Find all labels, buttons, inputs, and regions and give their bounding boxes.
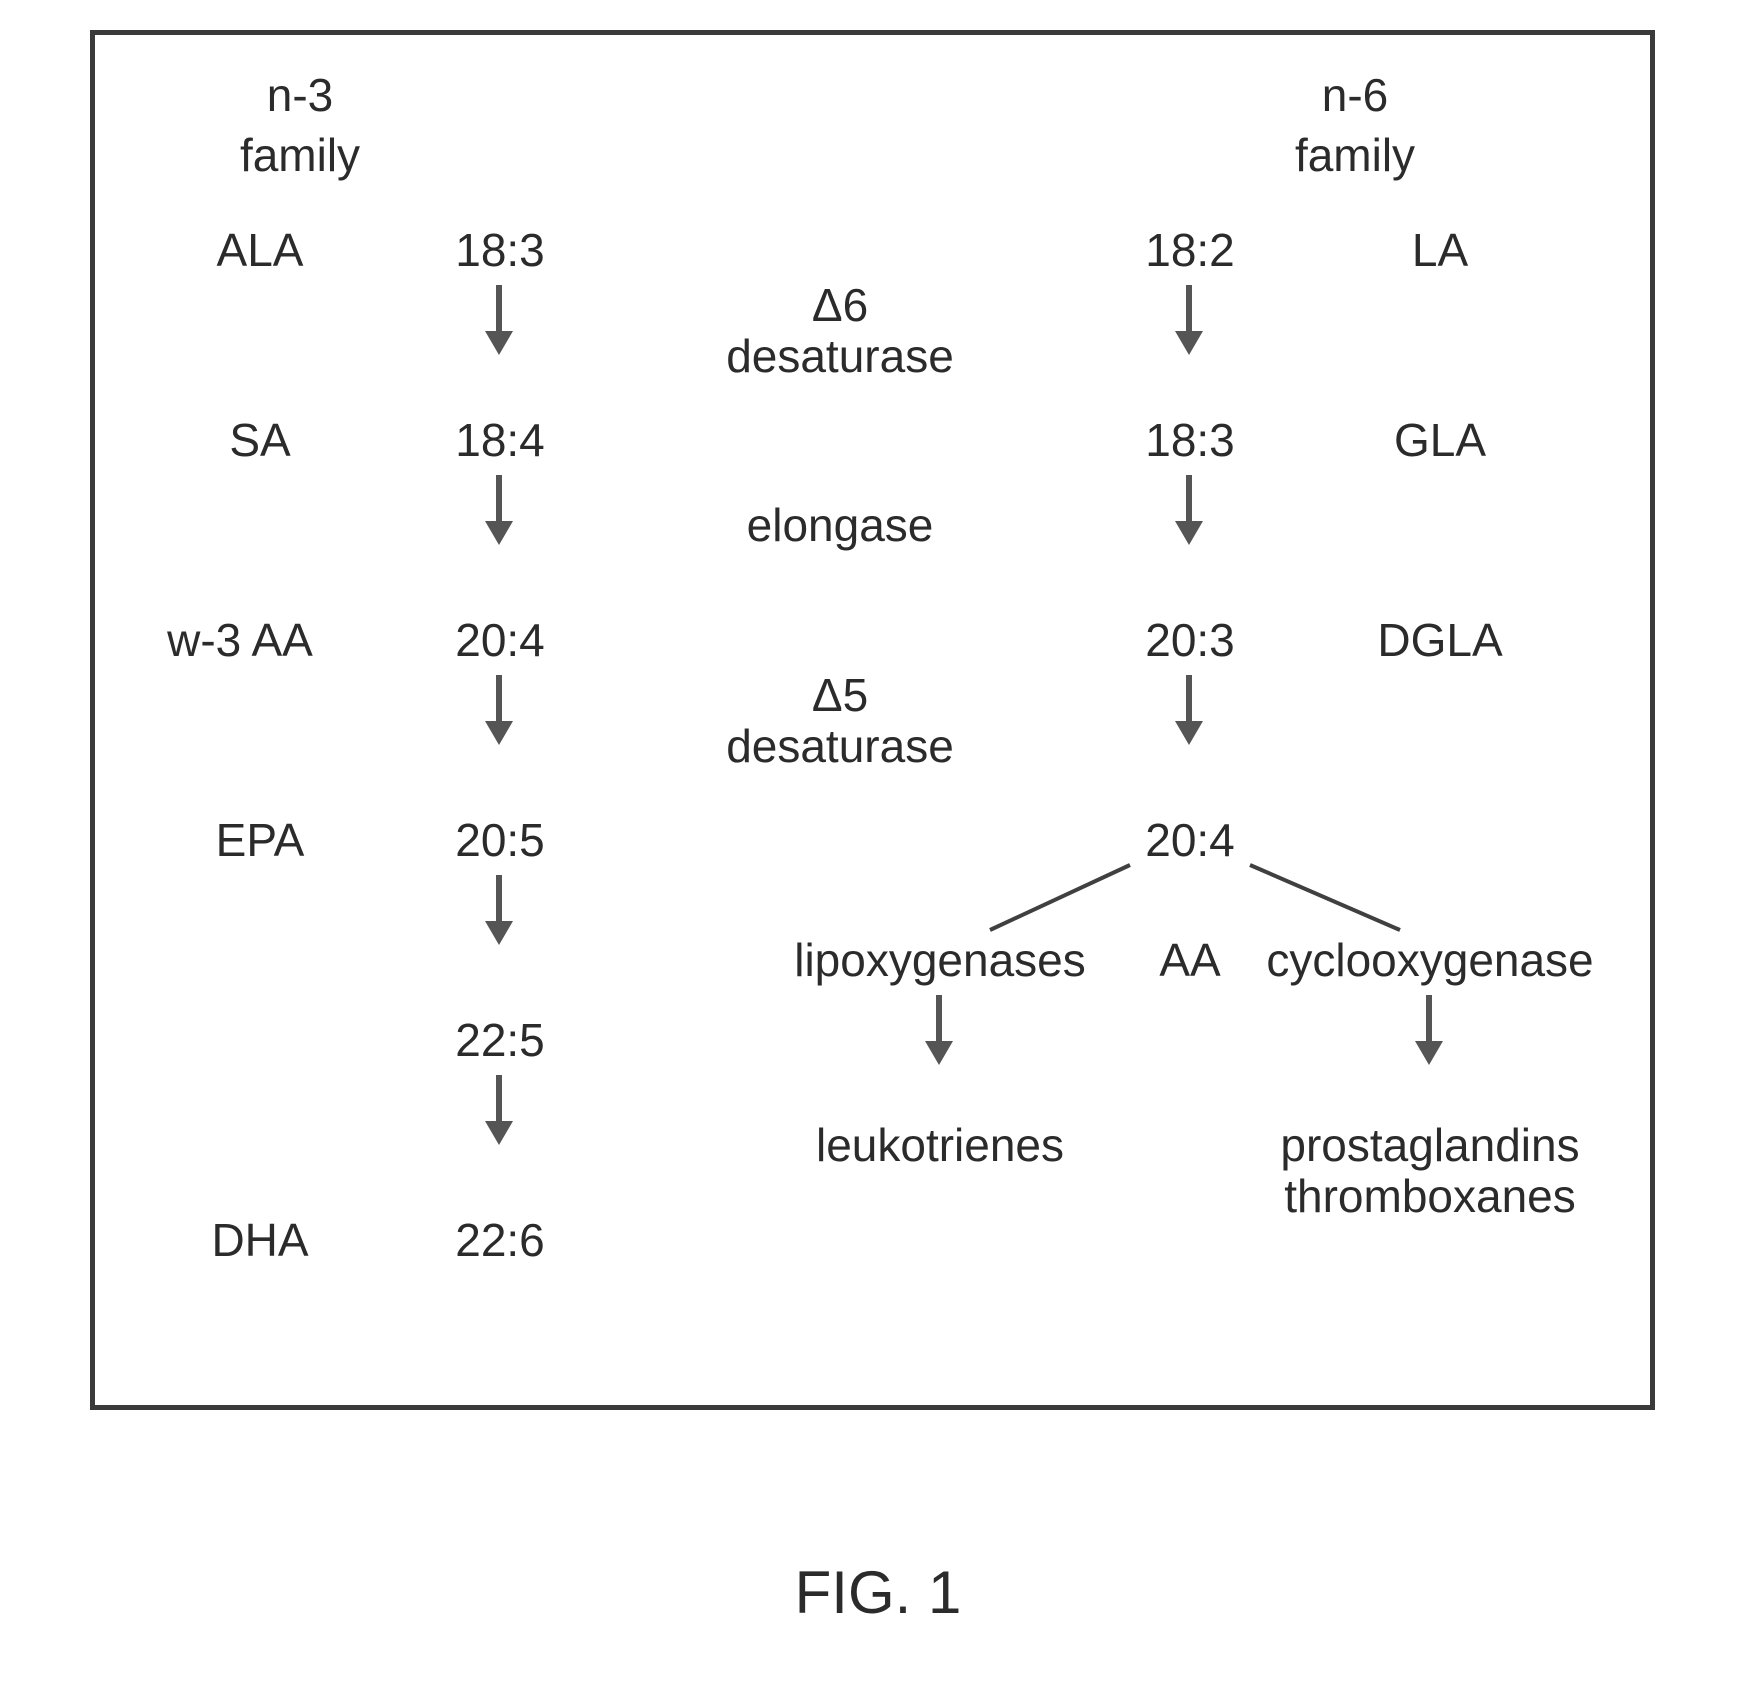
n3-val-0: 18:3 xyxy=(430,225,570,276)
n3-val-4: 22:5 xyxy=(430,1015,570,1066)
n6-name-1: GLA xyxy=(1330,415,1550,466)
n6-branch-product-0: leukotrienes xyxy=(770,1120,1110,1171)
n3-header-2: family xyxy=(220,130,380,181)
n6-val-3: 20:4 xyxy=(1120,815,1260,866)
n3-val-2: 20:4 xyxy=(430,615,570,666)
enzyme-0: Δ6 desaturase xyxy=(680,280,1000,381)
n3-arrow-0 xyxy=(485,285,513,355)
enzyme-2: Δ5 desaturase xyxy=(680,670,1000,771)
page: n-3 family ALA 18:3 SA 18:4 w-3 AA 20:4 … xyxy=(0,0,1756,1691)
n3-name-1: SA xyxy=(150,415,370,466)
n6-branch-enzyme-0: lipoxygenases xyxy=(770,935,1110,986)
n6-name-0: LA xyxy=(1330,225,1550,276)
n6-branch-arrow-0 xyxy=(925,995,953,1065)
n3-arrow-2 xyxy=(485,675,513,745)
n6-val-0: 18:2 xyxy=(1120,225,1260,276)
n6-arrow-0 xyxy=(1175,285,1203,355)
n6-branch-label: AA xyxy=(1145,935,1235,986)
n3-name-5: DHA xyxy=(150,1215,370,1266)
enzyme-1: elongase xyxy=(680,500,1000,551)
n6-branch-product-1: prostaglandins thromboxanes xyxy=(1245,1120,1615,1221)
n6-header-2: family xyxy=(1275,130,1435,181)
n6-header-1: n-6 xyxy=(1275,70,1435,121)
n6-branch-arrow-1 xyxy=(1415,995,1443,1065)
figure-caption: FIG. 1 xyxy=(0,1560,1756,1626)
n3-header-1: n-3 xyxy=(220,70,380,121)
n6-name-2: DGLA xyxy=(1330,615,1550,666)
n6-val-2: 20:3 xyxy=(1120,615,1260,666)
n3-name-2: w-3 AA xyxy=(110,615,370,666)
n3-val-5: 22:6 xyxy=(430,1215,570,1266)
n6-val-1: 18:3 xyxy=(1120,415,1260,466)
n3-name-0: ALA xyxy=(150,225,370,276)
n3-val-3: 20:5 xyxy=(430,815,570,866)
n3-arrow-4 xyxy=(485,1075,513,1145)
n6-arrow-1 xyxy=(1175,475,1203,545)
n3-val-1: 18:4 xyxy=(430,415,570,466)
n3-name-3: EPA xyxy=(150,815,370,866)
n3-arrow-3 xyxy=(485,875,513,945)
n6-arrow-2 xyxy=(1175,675,1203,745)
n6-branch-enzyme-1: cyclooxygenase xyxy=(1245,935,1615,986)
n3-arrow-1 xyxy=(485,475,513,545)
